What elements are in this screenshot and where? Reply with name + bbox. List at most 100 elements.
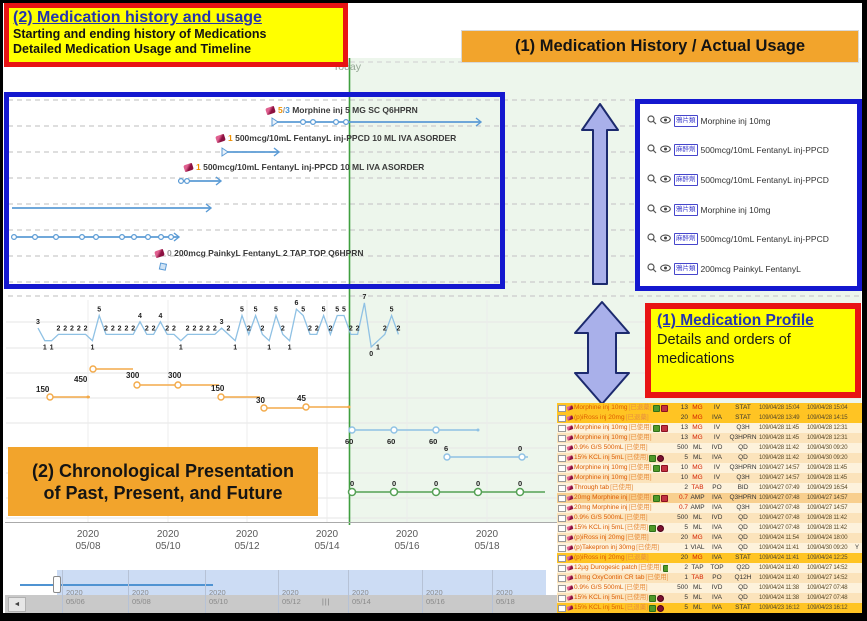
table-row[interactable]: Morphine inj 10mg [已使用] 13 MG IV Q3HPRN 109/0… — [557, 433, 862, 443]
table-row[interactable]: Through tab [已使用] 2 TAB PO BID 109/04/27 07:4… — [557, 483, 862, 493]
table-row[interactable]: Morphine inj 10mg [已使用] 13 MG IV Q3H 109/04/2… — [557, 423, 862, 433]
row-checkbox[interactable] — [558, 424, 566, 432]
svg-text:4: 4 — [138, 313, 142, 320]
row-checkbox[interactable] — [558, 494, 566, 502]
table-row[interactable]: 12µg Durogesic patch [已使用] 2 TAP TOP Q2D 109/… — [557, 563, 862, 573]
med-list-item[interactable]: 鴉片類 Morphine inj 10mg — [647, 114, 857, 127]
magnifier-icon[interactable] — [647, 204, 657, 216]
overview-selection-region[interactable] — [57, 570, 546, 597]
timeline-entry[interactable]: 5/3 Morphine inj 5 MG SC Q6HPRN — [265, 105, 418, 116]
row-checkbox[interactable] — [558, 564, 566, 572]
end-datetime-cell: 109/04/28 14:15 — [807, 415, 848, 421]
magnifier-icon[interactable] — [647, 174, 657, 186]
row-checkbox[interactable] — [558, 504, 566, 512]
row-checkbox[interactable] — [558, 484, 566, 492]
overview-date-label: 2020 05/16 — [426, 588, 445, 606]
table-row[interactable]: 15% KCL inj 5mL [已使用] 5 ML IVA QD 109/04/24 1… — [557, 593, 862, 603]
table-row[interactable]: 10mg OxyContin CR tab [已使用] 1 TAB PO Q12H 109… — [557, 573, 862, 583]
svg-text:2: 2 — [349, 325, 353, 332]
table-row[interactable]: 0.9% G/S 500mL [已使用] 500 ML IVD QD 109/04/24 … — [557, 583, 862, 593]
scrollbar-grip[interactable]: ||| — [322, 599, 331, 606]
dispense-status: [已使用] — [628, 464, 652, 471]
svg-text:6: 6 — [444, 444, 448, 453]
medication-order-label: Morphine inj 5 MG SC Q6HPRN — [289, 105, 418, 115]
table-row[interactable]: 20mg Morphine inj [已使用] 0.7 AMP IVA Q3H 109/0… — [557, 503, 862, 513]
table-row[interactable]: 0.9% G/S 500mL [已使用] 500 ML IVD QD 109/04/27 … — [557, 513, 862, 523]
scroll-left-button[interactable]: ◄ — [8, 597, 26, 612]
row-checkbox[interactable] — [558, 584, 566, 592]
timeline-entry[interactable]: 1 500mcg/10mL FentanyL inj-PPCD 10 ML IV… — [183, 162, 424, 173]
magnifier-icon[interactable] — [647, 115, 657, 127]
table-row[interactable]: (p)Takepron inj 30mg [已使用] 1 VIAL IVA QD 109/… — [557, 543, 862, 553]
eye-icon[interactable] — [660, 234, 671, 244]
medication-pill-icon — [566, 475, 574, 481]
frequency-cell: Q2D — [736, 564, 750, 571]
row-checkbox[interactable] — [558, 514, 566, 522]
eye-icon[interactable] — [660, 145, 671, 155]
timeline-entry[interactable]: 1 500mcg/10mL FentanyL inj-PPCD 10 ML IV… — [215, 133, 456, 144]
table-row[interactable]: 15% KCL inj 5mL [已退藥] 5 ML IVA STAT 109/04/23… — [557, 603, 862, 613]
frequency-cell: QD — [738, 534, 748, 541]
svg-text:2: 2 — [226, 325, 230, 332]
overview-slider-handle[interactable] — [53, 576, 61, 593]
magnifier-icon[interactable] — [647, 263, 657, 275]
row-checkbox[interactable] — [558, 414, 566, 422]
svg-text:0: 0 — [434, 479, 438, 488]
end-datetime-cell: 109/04/27 07:48 — [807, 595, 848, 601]
frequency-cell: QD — [738, 454, 748, 461]
med-list-item[interactable]: 鴉片類 200mcg PainkyL FentanyL — [647, 263, 857, 276]
row-checkbox[interactable] — [558, 534, 566, 542]
medication-orders-table[interactable]: Morphine inj 10mg [已退藥] 13 MG IV STAT 109/04/… — [557, 403, 862, 613]
timeline-entry[interactable]: 0 200mcg PainkyL FentanyL 2 TAP TOP Q6HP… — [154, 248, 364, 259]
medication-pill-icon — [265, 105, 276, 116]
table-row[interactable]: 0.9% G/S 500mL [已使用] 500 ML IVD QD 109/04/28 … — [557, 443, 862, 453]
row-checkbox[interactable] — [558, 454, 566, 462]
eye-icon[interactable] — [660, 175, 671, 185]
start-datetime-cell: 109/04/24 11:40 — [759, 575, 799, 581]
magnifier-icon[interactable] — [647, 233, 657, 245]
row-checkbox[interactable] — [558, 574, 566, 582]
start-datetime-cell: 109/04/24 11:41 — [759, 555, 799, 561]
row-checkbox[interactable] — [558, 474, 566, 482]
row-checkbox[interactable] — [558, 554, 566, 562]
timeline-overview-scrollbar[interactable]: ◄ ||| 2020 05/06 2020 05/08 2020 05/10 2020 05/… — [0, 568, 557, 613]
axis-date-label: 2020 05/08 — [75, 529, 101, 552]
unit-cell: MG — [692, 464, 703, 471]
unit-cell: ML — [692, 604, 703, 611]
med-list-item[interactable]: 鴉片類 Morphine inj 10mg — [647, 203, 857, 216]
axis-baseline — [5, 522, 557, 523]
med-list-item[interactable]: 麻醉劑 500mcg/10mL FentanyL inj-PPCD — [647, 144, 857, 157]
svg-text:2: 2 — [111, 325, 115, 332]
row-checkbox[interactable] — [558, 604, 566, 612]
table-row[interactable]: (p)iRoss inj 20mg [已退藥] 20 MG IVA STAT 109/04… — [557, 553, 862, 563]
row-checkbox[interactable] — [558, 594, 566, 602]
med-list-item[interactable]: 麻醉劑 500mcg/10mL FentanyL inj-PPCD — [647, 233, 857, 246]
med-list-item[interactable]: 麻醉劑 500mcg/10mL FentanyL inj-PPCD — [647, 174, 857, 187]
table-row[interactable]: 15% KCL inj 5mL [已使用] 5 ML IVA QD 109/04/27 0… — [557, 523, 862, 533]
axis-date-label: 2020 05/12 — [234, 529, 260, 552]
table-row[interactable]: Morphine inj 10mg [已使用] 10 MG IV Q3H 109/04/2… — [557, 473, 862, 483]
table-row[interactable]: 15% KCL inj 5mL [已使用] 5 ML IVA QD 109/04/28 1… — [557, 453, 862, 463]
medication-pill-icon — [566, 525, 574, 531]
row-checkbox[interactable] — [558, 464, 566, 472]
table-row[interactable]: 20mg Morphine inj [已使用] 0.7 AMP IVA Q3HPRN 10… — [557, 493, 862, 503]
svg-text:60: 60 — [345, 437, 353, 446]
med-name-cell: (p)Takepron inj 30mg [已使用] — [574, 544, 660, 551]
row-checkbox[interactable] — [558, 404, 566, 412]
table-row[interactable]: Morphine inj 10mg [已使用] 10 MG IV Q3HPRN 109/0… — [557, 463, 862, 473]
callout-label: (1) Medication History / Actual Usage — [514, 37, 806, 55]
row-checkbox[interactable] — [558, 524, 566, 532]
table-row[interactable]: (p)iRoss inj 20mg [已使用] 20 MG IVA QD 109/04/2… — [557, 533, 862, 543]
magnifier-icon[interactable] — [647, 144, 657, 156]
row-checkbox[interactable] — [558, 544, 566, 552]
end-datetime-cell: 109/04/28 12:31 — [807, 435, 848, 441]
eye-icon[interactable] — [660, 264, 671, 274]
table-row[interactable]: (p)iRoss inj 20mg [已退藥] 20 MG IVA STAT 109/04… — [557, 413, 862, 423]
eye-icon[interactable] — [660, 205, 671, 215]
row-checkbox[interactable] — [558, 434, 566, 442]
scrollbar-track[interactable] — [5, 595, 557, 613]
row-checkbox[interactable] — [558, 444, 566, 452]
eye-icon[interactable] — [660, 116, 671, 126]
table-row[interactable]: Morphine inj 10mg [已退藥] 13 MG IV STAT 109/04/… — [557, 403, 862, 413]
